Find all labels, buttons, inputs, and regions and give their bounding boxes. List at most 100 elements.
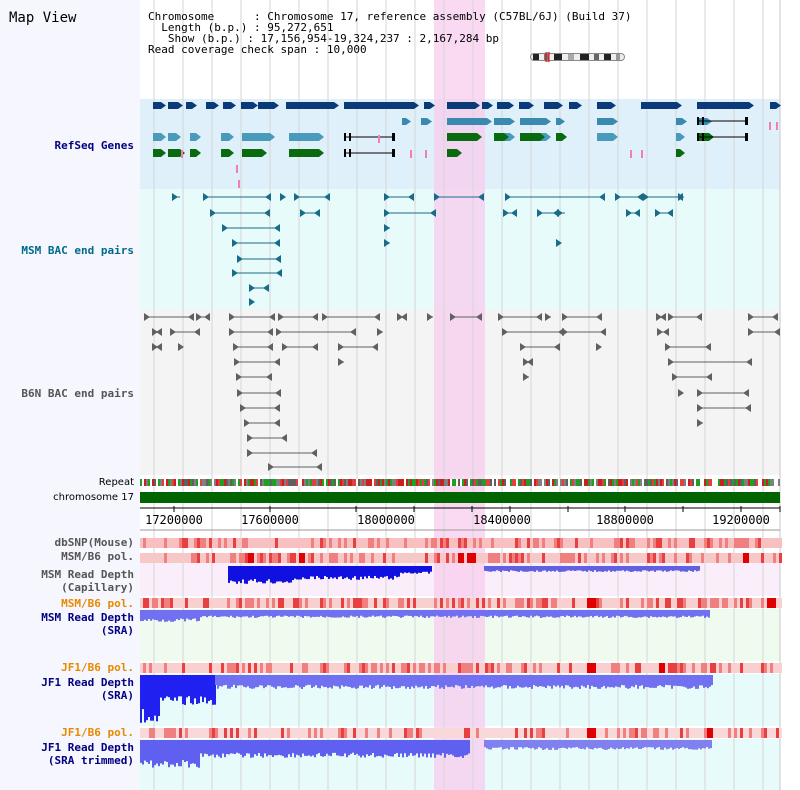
repeat-segment: [616, 479, 618, 486]
msm-b6-pol-strip: [389, 553, 392, 563]
jf1-sra-depth-bar: [423, 675, 425, 689]
jf1-b6-pol-strip-2: [668, 728, 671, 738]
jf1-sra-depth-bar: [202, 675, 204, 702]
repeat-segment: [472, 479, 474, 486]
msm-sra-depth-bar: [272, 610, 274, 618]
dbsnp-strip: [704, 538, 707, 548]
repeat-segment: [216, 479, 218, 486]
msm-sra-depth-bar: [320, 610, 322, 616]
msm-b6-pol-strip: [374, 553, 377, 563]
repeat-segment: [764, 479, 766, 486]
msm-bac-pair-end: [384, 224, 390, 232]
msm-b6-pol-strip-2: [449, 598, 452, 608]
jf1-b6-pol-strip-2: [491, 728, 494, 738]
chromosome-label: Chromosome: [148, 10, 215, 23]
jf1-sra-depth-bar: [305, 675, 307, 686]
msm-sra-depth-bar: [350, 610, 352, 616]
jf1-b6-pol-strip-2: [140, 728, 143, 738]
dbsnp-strip: [260, 538, 263, 548]
jf1-b6-pol-strip-2: [530, 728, 533, 738]
jf1-trim-depth-bar: [210, 740, 212, 756]
msm-b6-pol-strip-2: [716, 598, 719, 608]
track-label-refseq[interactable]: RefSeq Genes: [54, 139, 134, 152]
jf1-sra-depth-bar: [563, 675, 565, 689]
track-label-b6n-bac[interactable]: B6N BAC end pairs: [21, 387, 134, 400]
msm-b6-pol-strip: [656, 553, 659, 563]
track-label-dbsnp[interactable]: dbSNP(Mouse): [54, 536, 134, 549]
jf1-sra-depth-bar: [463, 675, 465, 689]
jf1-b6-pol-strip-2: [719, 728, 722, 738]
jf1-sra-depth-bar: [243, 675, 245, 687]
dbsnp-strip: [776, 538, 779, 548]
msm-b6-pol-strip: [692, 553, 695, 563]
repeat-segment: [164, 479, 166, 486]
msm-b6-pol-strip-2: [602, 598, 605, 608]
jf1-sra-depth-bar: [323, 675, 325, 688]
msm-b6-pol-strip-2: [272, 598, 275, 608]
msm-b6-pol-strip: [155, 553, 158, 563]
region-info: Chromosome : Chromosome 17, reference as…: [148, 10, 632, 56]
jf1-b6-pol-strip: [695, 663, 698, 673]
msm-b6-pol-strip-2: [452, 598, 455, 608]
jf1-trim-depth-bar: [276, 740, 278, 756]
jf1-trim-depth-bar: [606, 740, 608, 750]
refseq-gene-navy: [482, 102, 488, 109]
jf1-trim-depth-bar: [434, 740, 436, 758]
track-label-jf1-depth-trimmed[interactable]: JF1 Read Depth (SRA trimmed): [41, 741, 134, 767]
repeat-segment: [648, 479, 650, 486]
jf1-trim-depth-bar: [246, 740, 248, 754]
repeat-segment: [154, 479, 156, 486]
repeat-segment: [452, 479, 454, 486]
track-label-msm-b6-pol-2[interactable]: MSM/B6 pol.: [61, 597, 134, 610]
msm-b6-pol-strip-2: [224, 598, 227, 608]
jf1-b6-pol-strip-2: [578, 728, 581, 738]
jf1-sra-depth-bar: [347, 675, 349, 687]
refseq-gene-green: [447, 149, 457, 157]
dbsnp-strip: [233, 538, 236, 548]
msm-sra-depth-bar: [508, 610, 510, 618]
msm-sra-depth-bar: [256, 610, 258, 618]
msm-b6-pol-strip-2: [296, 598, 299, 608]
jf1-sra-depth-bar: [505, 675, 507, 686]
repeat-segment: [672, 479, 674, 486]
jf1-trim-depth-bar: [162, 740, 164, 765]
track-label-jf1-b6-pol-2[interactable]: JF1/B6 pol.: [61, 726, 134, 739]
dbsnp-strip: [410, 538, 413, 548]
jf1-sra-depth-bar: [601, 675, 603, 688]
msm-b6-pol-strip-2: [674, 598, 677, 608]
msm-sra-depth-bar: [562, 610, 564, 617]
b6n-bac-pair-end: [152, 328, 158, 336]
chromosome-ideogram-icon[interactable]: [530, 52, 626, 62]
jf1-sra-depth-bar: [561, 675, 563, 686]
repeat-segment: [728, 479, 730, 486]
jf1-trim-depth-bar: [670, 740, 672, 748]
jf1-b6-pol-strip-2: [500, 728, 503, 738]
jf1-b6-pol-strip-2: [758, 728, 761, 738]
jf1-b6-pol-strip: [422, 663, 425, 673]
jf1-sra-depth-bar: [535, 675, 537, 687]
jf1-b6-pol-strip: [779, 663, 782, 673]
repeat-segment: [182, 479, 184, 486]
jf1-trim-depth-bar: [692, 740, 694, 750]
track-label-msm-depth-sra[interactable]: MSM Read Depth (SRA): [41, 611, 134, 637]
jf1-sra-depth-bar: [589, 675, 591, 689]
track-label-msm-bac[interactable]: MSM BAC end pairs: [21, 244, 134, 257]
msm-sra-depth-bar: [310, 610, 312, 618]
track-label-jf1-b6-pol-1[interactable]: JF1/B6 pol.: [61, 661, 134, 674]
track-label-msm-b6-pol-1[interactable]: MSM/B6 pol.: [61, 550, 134, 563]
repeat-segment: [694, 479, 696, 486]
msm-b6-pol-strip-2: [617, 598, 620, 608]
track-label-msm-depth-capillary[interactable]: MSM Read Depth (Capillary): [41, 568, 134, 594]
msm-b6-pol-strip-2: [149, 598, 152, 608]
jf1-sra-depth-bar: [671, 675, 673, 689]
jf1-sra-depth-bar: [391, 675, 393, 689]
track-label-jf1-depth-sra[interactable]: JF1 Read Depth (SRA): [41, 676, 134, 702]
b6n-bac-pair-end: [236, 373, 242, 381]
capillary-depth-bar: [538, 566, 540, 572]
jf1-sra-depth-bar: [711, 675, 713, 686]
jf1-b6-pol-strip: [644, 663, 647, 673]
refseq-gene-green-arrow: [262, 149, 267, 157]
capillary-depth-bar: [588, 566, 590, 571]
jf1-trim-depth-bar: [648, 740, 650, 748]
